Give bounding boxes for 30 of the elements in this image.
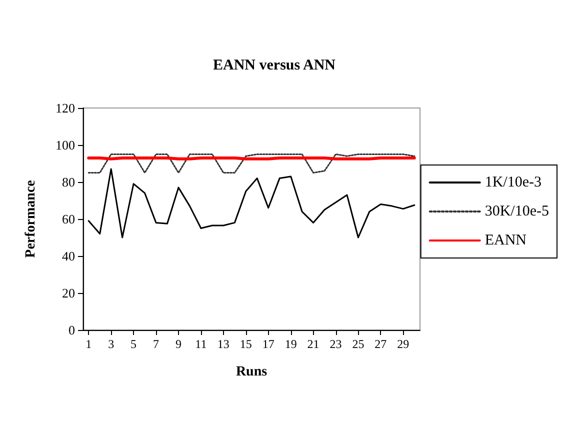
x-tick-label: 17 [262, 337, 274, 351]
x-tick-label: 15 [240, 337, 252, 351]
y-tick-label: 80 [62, 174, 75, 190]
x-tick-label: 9 [175, 337, 182, 351]
x-tick-label: 7 [153, 337, 160, 351]
x-tick-label: 19 [284, 337, 297, 351]
legend-label: 1K/10e-3 [484, 174, 542, 190]
legend-label: EANN [484, 232, 527, 248]
x-tick-label: 5 [130, 337, 137, 351]
y-axis-title: Performance [24, 180, 38, 258]
x-tick-label: 21 [307, 337, 320, 351]
y-tick-label: 40 [62, 248, 75, 264]
y-tick-label: 0 [68, 322, 75, 338]
x-axis-title: Runs [236, 364, 268, 380]
x-tick-label: 11 [195, 337, 207, 351]
y-tick-label: 100 [56, 138, 75, 152]
line-series [88, 168, 416, 238]
y-tick-label: 60 [62, 212, 75, 226]
x-tick-label: 29 [397, 337, 410, 351]
y-tick-label: 120 [56, 100, 75, 116]
x-tick-label: 25 [352, 337, 364, 351]
x-tick-label: 1 [86, 337, 92, 351]
chart-title: EANN versus ANN [213, 58, 336, 74]
line-series [88, 154, 416, 174]
x-tick-label: 3 [108, 337, 114, 351]
y-tick-label: 20 [62, 286, 75, 300]
x-tick-label: 23 [330, 337, 342, 351]
legend-label: 30K/10e-5 [484, 204, 550, 220]
x-tick-label: 13 [217, 337, 230, 351]
x-tick-label: 27 [374, 337, 387, 351]
